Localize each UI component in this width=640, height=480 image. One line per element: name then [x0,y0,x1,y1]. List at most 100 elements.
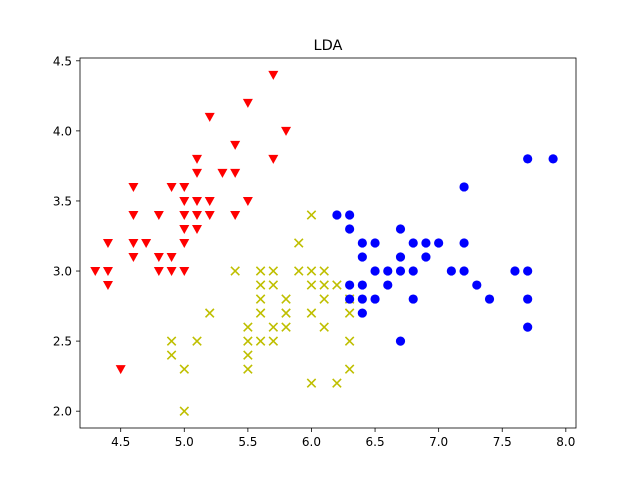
data-point-circle [523,266,533,276]
y-tick-label: 4.5 [53,54,72,68]
data-point-triangle [242,98,253,108]
data-point-triangle [102,239,113,248]
data-point-x [306,308,317,318]
data-point-circle [332,210,342,220]
data-point-triangle [179,182,190,192]
data-point-circle [345,294,355,304]
data-point-circle [446,266,456,276]
data-point-triangle [153,267,164,277]
data-point-circle [408,266,418,276]
data-point-x [268,336,279,346]
data-point-x [344,308,355,318]
y-tick-label: 3.0 [53,265,72,279]
data-point-circle [357,252,367,262]
data-point-circle [395,266,406,276]
data-point-x [281,308,291,318]
data-point-x [268,280,279,290]
data-point-circle [345,224,355,234]
x-tick-label: 6.0 [302,435,321,449]
data-point-circle [395,336,406,346]
data-point-circle [408,294,418,304]
data-point-triangle [166,253,177,263]
data-point-circle [510,266,520,276]
x-axis: 4.5 5.0 5.5 6.0 6.5 7.0 7.5 8.0 [111,428,575,449]
data-point-x [255,266,266,276]
data-point-triangle [204,196,215,206]
data-point-circle [357,238,367,248]
data-point-x [243,322,253,332]
data-point-triangle [153,253,164,263]
data-point-circle [370,266,380,276]
data-point-circle [383,280,393,290]
data-point-circle [459,182,469,192]
data-point-circle [395,224,406,234]
data-point-triangle [268,154,279,164]
data-point-triangle [268,70,279,80]
data-point-triangle [204,210,215,220]
data-point-circle [370,238,380,248]
data-point-circle [357,294,367,304]
data-point-x [166,350,177,360]
data-point-circle [523,322,533,332]
plot-frame [79,57,577,429]
data-point-x [243,336,253,346]
data-point-x [332,378,342,388]
data-point-x [268,322,279,332]
data-point-triangle [179,267,190,277]
y-tick-label: 4.0 [53,124,72,138]
data-point-x [255,308,266,318]
data-point-x [255,280,266,290]
x-tick-label: 8.0 [556,435,575,449]
data-point-x [319,266,329,276]
data-point-triangle [192,154,203,164]
data-point-triangle [179,224,190,234]
y-tick-label: 2.5 [53,335,72,349]
data-point-x [268,266,279,276]
data-point-circle [395,252,406,262]
data-point-circle [459,238,469,248]
data-point-triangle [204,112,215,122]
data-point-triangle [217,168,228,178]
data-point-circle [548,154,558,164]
data-point-x [179,364,190,374]
data-point-triangle [192,224,203,234]
x-tick-label: 6.5 [366,435,385,449]
data-point-x [344,336,355,346]
data-point-x [243,364,253,374]
data-point-x [255,336,266,346]
data-point-triangle [90,267,101,277]
x-tick-label: 4.5 [111,435,130,449]
data-point-circle [345,210,355,220]
data-point-circle [484,294,495,304]
data-point-triangle [230,168,241,178]
data-point-triangle [102,281,113,291]
data-point-circle [421,238,431,248]
data-point-circle [357,308,367,318]
data-point-triangle [192,168,203,178]
data-point-x [166,336,177,346]
data-point-x [306,280,317,290]
data-point-triangle [128,210,139,220]
data-point-x [293,238,304,248]
data-point-x [293,266,304,276]
data-point-triangle [179,196,190,206]
data-point-x [306,266,317,276]
data-point-x [344,364,355,374]
data-point-triangle [128,182,139,192]
data-point-triangle [115,365,126,375]
data-point-triangle [166,267,177,277]
data-point-triangle [192,196,203,206]
data-point-circle [383,266,393,276]
data-point-x [306,210,317,220]
data-point-triangle [141,239,152,248]
data-point-x [255,294,266,304]
data-point-x [243,350,253,360]
x-tick-label: 7.0 [429,435,448,449]
data-point-triangle [192,210,203,220]
data-point-x [204,308,215,318]
data-point-triangle [102,267,113,277]
data-point-triangle [242,196,253,206]
data-point-circle [523,294,533,304]
